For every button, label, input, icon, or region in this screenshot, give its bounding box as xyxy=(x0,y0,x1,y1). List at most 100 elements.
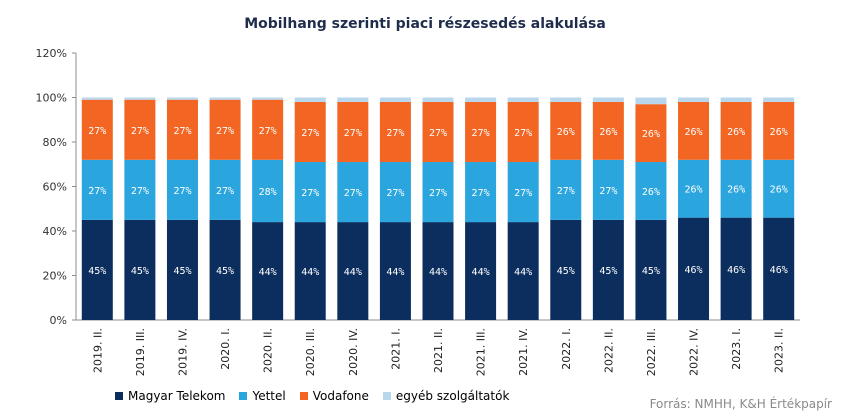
data-label: 27% xyxy=(386,188,404,199)
bar-segment-yettel xyxy=(337,162,369,223)
legend-label: egyéb szolgáltatók xyxy=(395,389,510,403)
bar-segment-vodafone xyxy=(720,101,752,160)
data-label: 27% xyxy=(301,188,319,199)
bar-segment-egy-b-szolg-ltat-k xyxy=(294,97,326,102)
legend-label: Magyar Telekom xyxy=(128,389,226,403)
data-label: 26% xyxy=(557,127,575,138)
bar-segment-magyar-telekom xyxy=(592,219,624,320)
data-label: 44% xyxy=(514,267,532,278)
bar-segment-yettel xyxy=(720,159,752,218)
data-label: 27% xyxy=(344,188,362,199)
bar-segment-egy-b-szolg-ltat-k xyxy=(209,97,241,100)
bar-segment-vodafone xyxy=(337,101,369,163)
data-label: 44% xyxy=(472,267,490,278)
bar-segment-yettel xyxy=(379,162,411,223)
bar-segment-egy-b-szolg-ltat-k xyxy=(465,97,497,102)
bar-segment-magyar-telekom xyxy=(550,219,582,320)
bar-segment-egy-b-szolg-ltat-k xyxy=(550,97,582,102)
data-label: 46% xyxy=(684,265,702,276)
bar-segment-egy-b-szolg-ltat-k xyxy=(422,97,454,102)
y-tick-label: 120% xyxy=(36,47,67,60)
data-label: 45% xyxy=(173,266,191,277)
data-label: 44% xyxy=(386,267,404,278)
bar-segment-egy-b-szolg-ltat-k xyxy=(635,97,667,105)
bar-segment-yettel xyxy=(763,159,795,218)
data-label: 26% xyxy=(684,127,702,138)
bar-segment-vodafone xyxy=(209,99,241,160)
data-label: 27% xyxy=(216,186,234,197)
bar-segment-egy-b-szolg-ltat-k xyxy=(337,97,369,102)
data-label: 26% xyxy=(727,185,745,196)
bar-segment-vodafone xyxy=(294,101,326,163)
data-label: 27% xyxy=(131,126,149,137)
data-label: 45% xyxy=(131,266,149,277)
bar-segment-magyar-telekom xyxy=(763,217,795,320)
legend-item-magyar-telekom: Magyar Telekom xyxy=(115,389,225,403)
data-label: 27% xyxy=(514,188,532,199)
bar-segment-magyar-telekom xyxy=(337,222,369,320)
data-label: 27% xyxy=(557,186,575,197)
data-label: 45% xyxy=(216,266,234,277)
legend-swatch xyxy=(299,392,308,400)
data-label: 27% xyxy=(173,126,191,137)
x-tick-label: 2019. II. xyxy=(91,328,104,373)
data-label: 27% xyxy=(429,188,447,199)
bar-segment-magyar-telekom xyxy=(720,217,752,320)
source-note: Forrás: NMHH, K&H Értékpapír xyxy=(649,397,832,411)
data-label: 26% xyxy=(642,187,660,198)
bar-segment-vodafone xyxy=(379,101,411,163)
x-tick-label: 2021. III. xyxy=(475,328,488,376)
data-label: 46% xyxy=(727,265,745,276)
bar-segment-magyar-telekom xyxy=(635,219,667,320)
x-tick-label: 2021. I. xyxy=(389,328,402,370)
chart-legend: Magyar Telekom Yettel Vodafone egyéb szo… xyxy=(115,389,523,403)
data-label: 27% xyxy=(301,128,319,139)
data-label: 27% xyxy=(386,128,404,139)
bar-segment-magyar-telekom xyxy=(124,219,156,320)
bar-segment-vodafone xyxy=(422,101,454,163)
bar-segment-egy-b-szolg-ltat-k xyxy=(166,97,198,100)
x-tick-label: 2023. II. xyxy=(773,328,786,373)
data-label: 27% xyxy=(599,186,617,197)
data-label: 45% xyxy=(88,266,106,277)
y-tick-label: 20% xyxy=(43,270,67,283)
bar-segment-egy-b-szolg-ltat-k xyxy=(124,97,156,100)
data-label: 27% xyxy=(216,126,234,137)
bar-segment-egy-b-szolg-ltat-k xyxy=(379,97,411,102)
data-label: 27% xyxy=(429,128,447,139)
bar-segment-yettel xyxy=(592,159,624,220)
y-tick-label: 100% xyxy=(36,92,67,105)
y-tick-label: 80% xyxy=(43,136,67,149)
bar-segment-yettel xyxy=(209,159,241,220)
data-label: 27% xyxy=(472,188,490,199)
bar-segment-egy-b-szolg-ltat-k xyxy=(252,97,284,100)
legend-item-yettel: Yettel xyxy=(239,389,286,403)
data-label: 26% xyxy=(684,185,702,196)
data-label: 27% xyxy=(344,128,362,139)
data-label: 45% xyxy=(557,266,575,277)
bar-segment-vodafone xyxy=(763,101,795,160)
data-label: 44% xyxy=(344,267,362,278)
data-label: 27% xyxy=(514,128,532,139)
data-label: 26% xyxy=(727,127,745,138)
bar-segment-yettel xyxy=(166,159,198,220)
bar-segment-magyar-telekom xyxy=(252,222,284,320)
bar-segment-magyar-telekom xyxy=(81,219,113,320)
x-tick-label: 2021. II. xyxy=(432,328,445,373)
x-tick-label: 2020. II. xyxy=(262,328,275,373)
bar-segment-vodafone xyxy=(592,101,624,160)
bar-segment-yettel xyxy=(81,159,113,220)
x-tick-label: 2020. III. xyxy=(304,328,317,376)
bar-segment-yettel xyxy=(294,162,326,223)
bar-segment-vodafone xyxy=(124,99,156,160)
bar-segment-yettel xyxy=(422,162,454,223)
data-label: 46% xyxy=(770,265,788,276)
y-tick-label: 0% xyxy=(50,314,67,327)
bar-segment-magyar-telekom xyxy=(422,222,454,320)
legend-swatch xyxy=(239,392,248,400)
data-label: 26% xyxy=(599,127,617,138)
bar-segment-egy-b-szolg-ltat-k xyxy=(507,97,539,102)
data-label: 27% xyxy=(259,126,277,137)
data-label: 44% xyxy=(301,267,319,278)
